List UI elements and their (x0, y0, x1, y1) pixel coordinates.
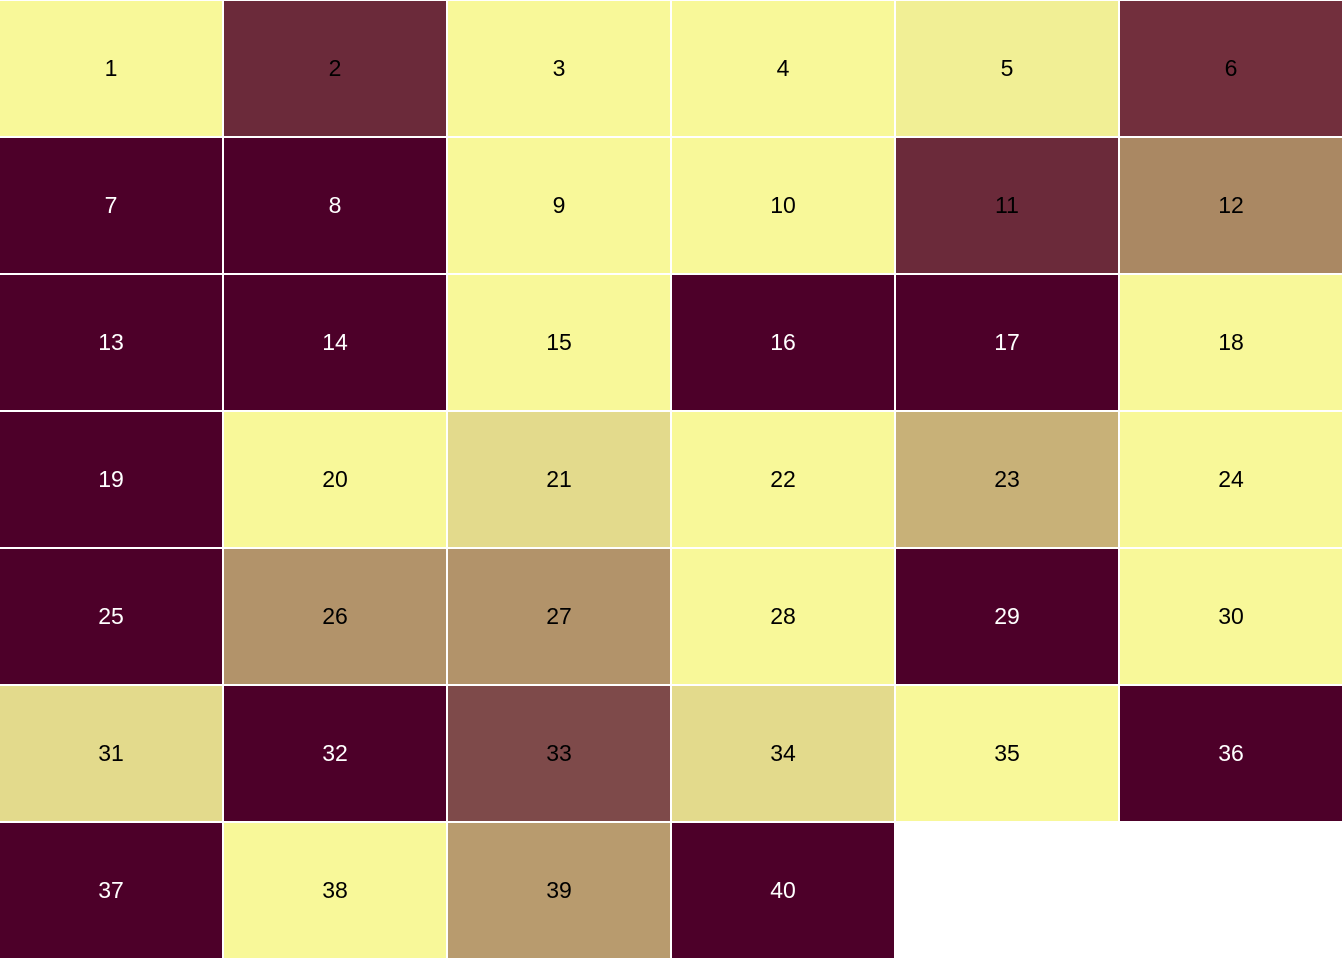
tile-34[interactable]: 34 (672, 686, 894, 821)
tile-25[interactable]: 25 (0, 549, 222, 684)
tile-16[interactable]: 16 (672, 275, 894, 410)
tile-1[interactable]: 1 (0, 1, 222, 136)
tile-3[interactable]: 3 (448, 1, 670, 136)
tile-40[interactable]: 40 (672, 823, 894, 958)
tile-14[interactable]: 14 (224, 275, 446, 410)
tile-13[interactable]: 13 (0, 275, 222, 410)
tile-4[interactable]: 4 (672, 1, 894, 136)
tile-24[interactable]: 24 (1120, 412, 1342, 547)
tile-19[interactable]: 19 (0, 412, 222, 547)
tile-15[interactable]: 15 (448, 275, 670, 410)
tile-26[interactable]: 26 (224, 549, 446, 684)
tile-12[interactable]: 12 (1120, 138, 1342, 273)
tile-28[interactable]: 28 (672, 549, 894, 684)
tile-5[interactable]: 5 (896, 1, 1118, 136)
tile-32[interactable]: 32 (224, 686, 446, 821)
tile-6[interactable]: 6 (1120, 1, 1342, 136)
tile-11[interactable]: 11 (896, 138, 1118, 273)
tile-33[interactable]: 33 (448, 686, 670, 821)
tile-22[interactable]: 22 (672, 412, 894, 547)
tile-36[interactable]: 36 (1120, 686, 1342, 821)
tile-38[interactable]: 38 (224, 823, 446, 958)
tile-18[interactable]: 18 (1120, 275, 1342, 410)
tile-31[interactable]: 31 (0, 686, 222, 821)
tile-37[interactable]: 37 (0, 823, 222, 958)
tile-8[interactable]: 8 (224, 138, 446, 273)
tile-2[interactable]: 2 (224, 1, 446, 136)
tile-9[interactable]: 9 (448, 138, 670, 273)
tile-29[interactable]: 29 (896, 549, 1118, 684)
tile-30[interactable]: 30 (1120, 549, 1342, 684)
tile-39[interactable]: 39 (448, 823, 670, 958)
tile-10[interactable]: 10 (672, 138, 894, 273)
tile-23[interactable]: 23 (896, 412, 1118, 547)
tile-7[interactable]: 7 (0, 138, 222, 273)
tile-27[interactable]: 27 (448, 549, 670, 684)
tile-21[interactable]: 21 (448, 412, 670, 547)
tile-20[interactable]: 20 (224, 412, 446, 547)
tile-35[interactable]: 35 (896, 686, 1118, 821)
tile-17[interactable]: 17 (896, 275, 1118, 410)
